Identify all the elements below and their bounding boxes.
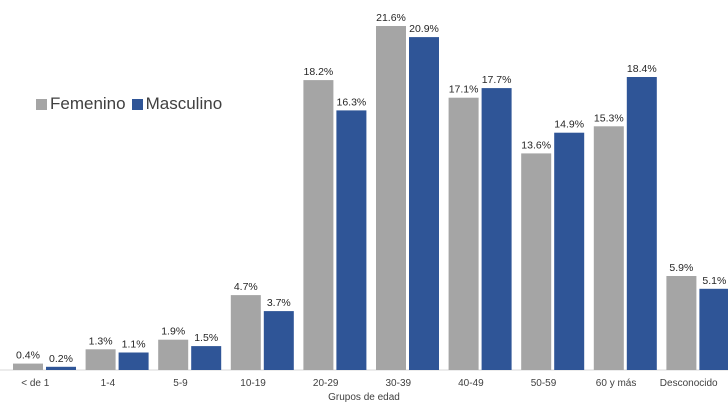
bar-masculino-20-29: [336, 110, 367, 371]
bar-femenino-20-29: [303, 80, 334, 370]
legend-label-masculino: Masculino: [145, 94, 223, 113]
bar-masculino-1-4: [118, 352, 149, 370]
legend-item-masculino: Masculino: [131, 94, 223, 114]
data-label-masculino-1-4: 1.1%: [122, 339, 146, 351]
bar-femenino-de-1: [13, 363, 43, 370]
data-label-masculino-desconocido: 5.1%: [702, 275, 726, 287]
bar-masculino-desconocido: [699, 288, 728, 370]
x-tick-label: 30-39: [386, 378, 412, 389]
data-label-femenino-10-19: 4.7%: [234, 281, 258, 293]
x-tick-label: 50-59: [531, 378, 557, 389]
data-label-masculino-10-19: 3.7%: [267, 297, 291, 309]
data-label-masculino-de-1: 0.2%: [49, 353, 73, 365]
data-label-femenino-60-y-m-s: 15.3%: [594, 112, 624, 124]
bar-femenino-30-39: [376, 26, 406, 370]
bar-femenino-50-59: [521, 153, 552, 370]
bar-masculino-40-49: [481, 88, 512, 370]
bar-masculino-30-39: [409, 37, 439, 370]
bar-masculino-5-9: [191, 346, 222, 370]
data-label-masculino-60-y-m-s: 18.4%: [627, 63, 657, 75]
legend-swatch-masculino: [131, 98, 143, 110]
legend: Femenino Masculino: [36, 94, 228, 114]
legend-item-femenino: Femenino: [36, 94, 126, 114]
x-tick-label: 20-29: [313, 378, 339, 389]
x-tick-label: 60 y más: [596, 378, 637, 389]
data-label-femenino-de-1: 0.4%: [16, 350, 40, 362]
bar-femenino-60-y-m-s: [593, 126, 624, 370]
x-tick-label: Desconocido: [660, 378, 718, 389]
legend-swatch-femenino: [36, 98, 47, 110]
data-label-masculino-50-59: 14.9%: [554, 119, 584, 131]
bar-masculino-10-19: [263, 311, 294, 370]
bar-masculino-60-y-m-s: [626, 77, 657, 370]
data-label-femenino-40-49: 17.1%: [449, 84, 479, 96]
x-axis-title: Grupos de edad: [328, 392, 400, 403]
bar-masculino-de-1: [46, 366, 76, 370]
data-label-femenino-desconocido: 5.9%: [669, 262, 693, 274]
x-tick-label: 1-4: [101, 378, 116, 389]
data-label-femenino-5-9: 1.9%: [161, 326, 185, 338]
data-label-masculino-40-49: 17.7%: [482, 74, 512, 86]
x-tick-label: < de 1: [21, 378, 50, 389]
data-label-masculino-5-9: 1.5%: [194, 332, 218, 344]
data-label-masculino-30-39: 20.9%: [409, 23, 439, 35]
bar-femenino-1-4: [85, 349, 116, 370]
data-label-femenino-20-29: 18.2%: [304, 66, 334, 78]
data-label-femenino-1-4: 1.3%: [89, 335, 113, 347]
x-tick-label: 10-19: [240, 378, 266, 389]
x-tick-label: 40-49: [458, 378, 484, 389]
bar-femenino-desconocido: [666, 276, 697, 370]
x-tick-label: 5-9: [173, 378, 188, 389]
legend-label-femenino: Femenino: [50, 94, 126, 113]
data-label-femenino-50-59: 13.6%: [521, 139, 551, 151]
data-label-femenino-30-39: 21.6%: [376, 12, 406, 24]
data-label-masculino-20-29: 16.3%: [337, 96, 367, 108]
bar-femenino-5-9: [158, 339, 189, 370]
bar-femenino-40-49: [448, 97, 479, 370]
bar-masculino-50-59: [554, 132, 585, 370]
bar-femenino-10-19: [230, 295, 261, 370]
